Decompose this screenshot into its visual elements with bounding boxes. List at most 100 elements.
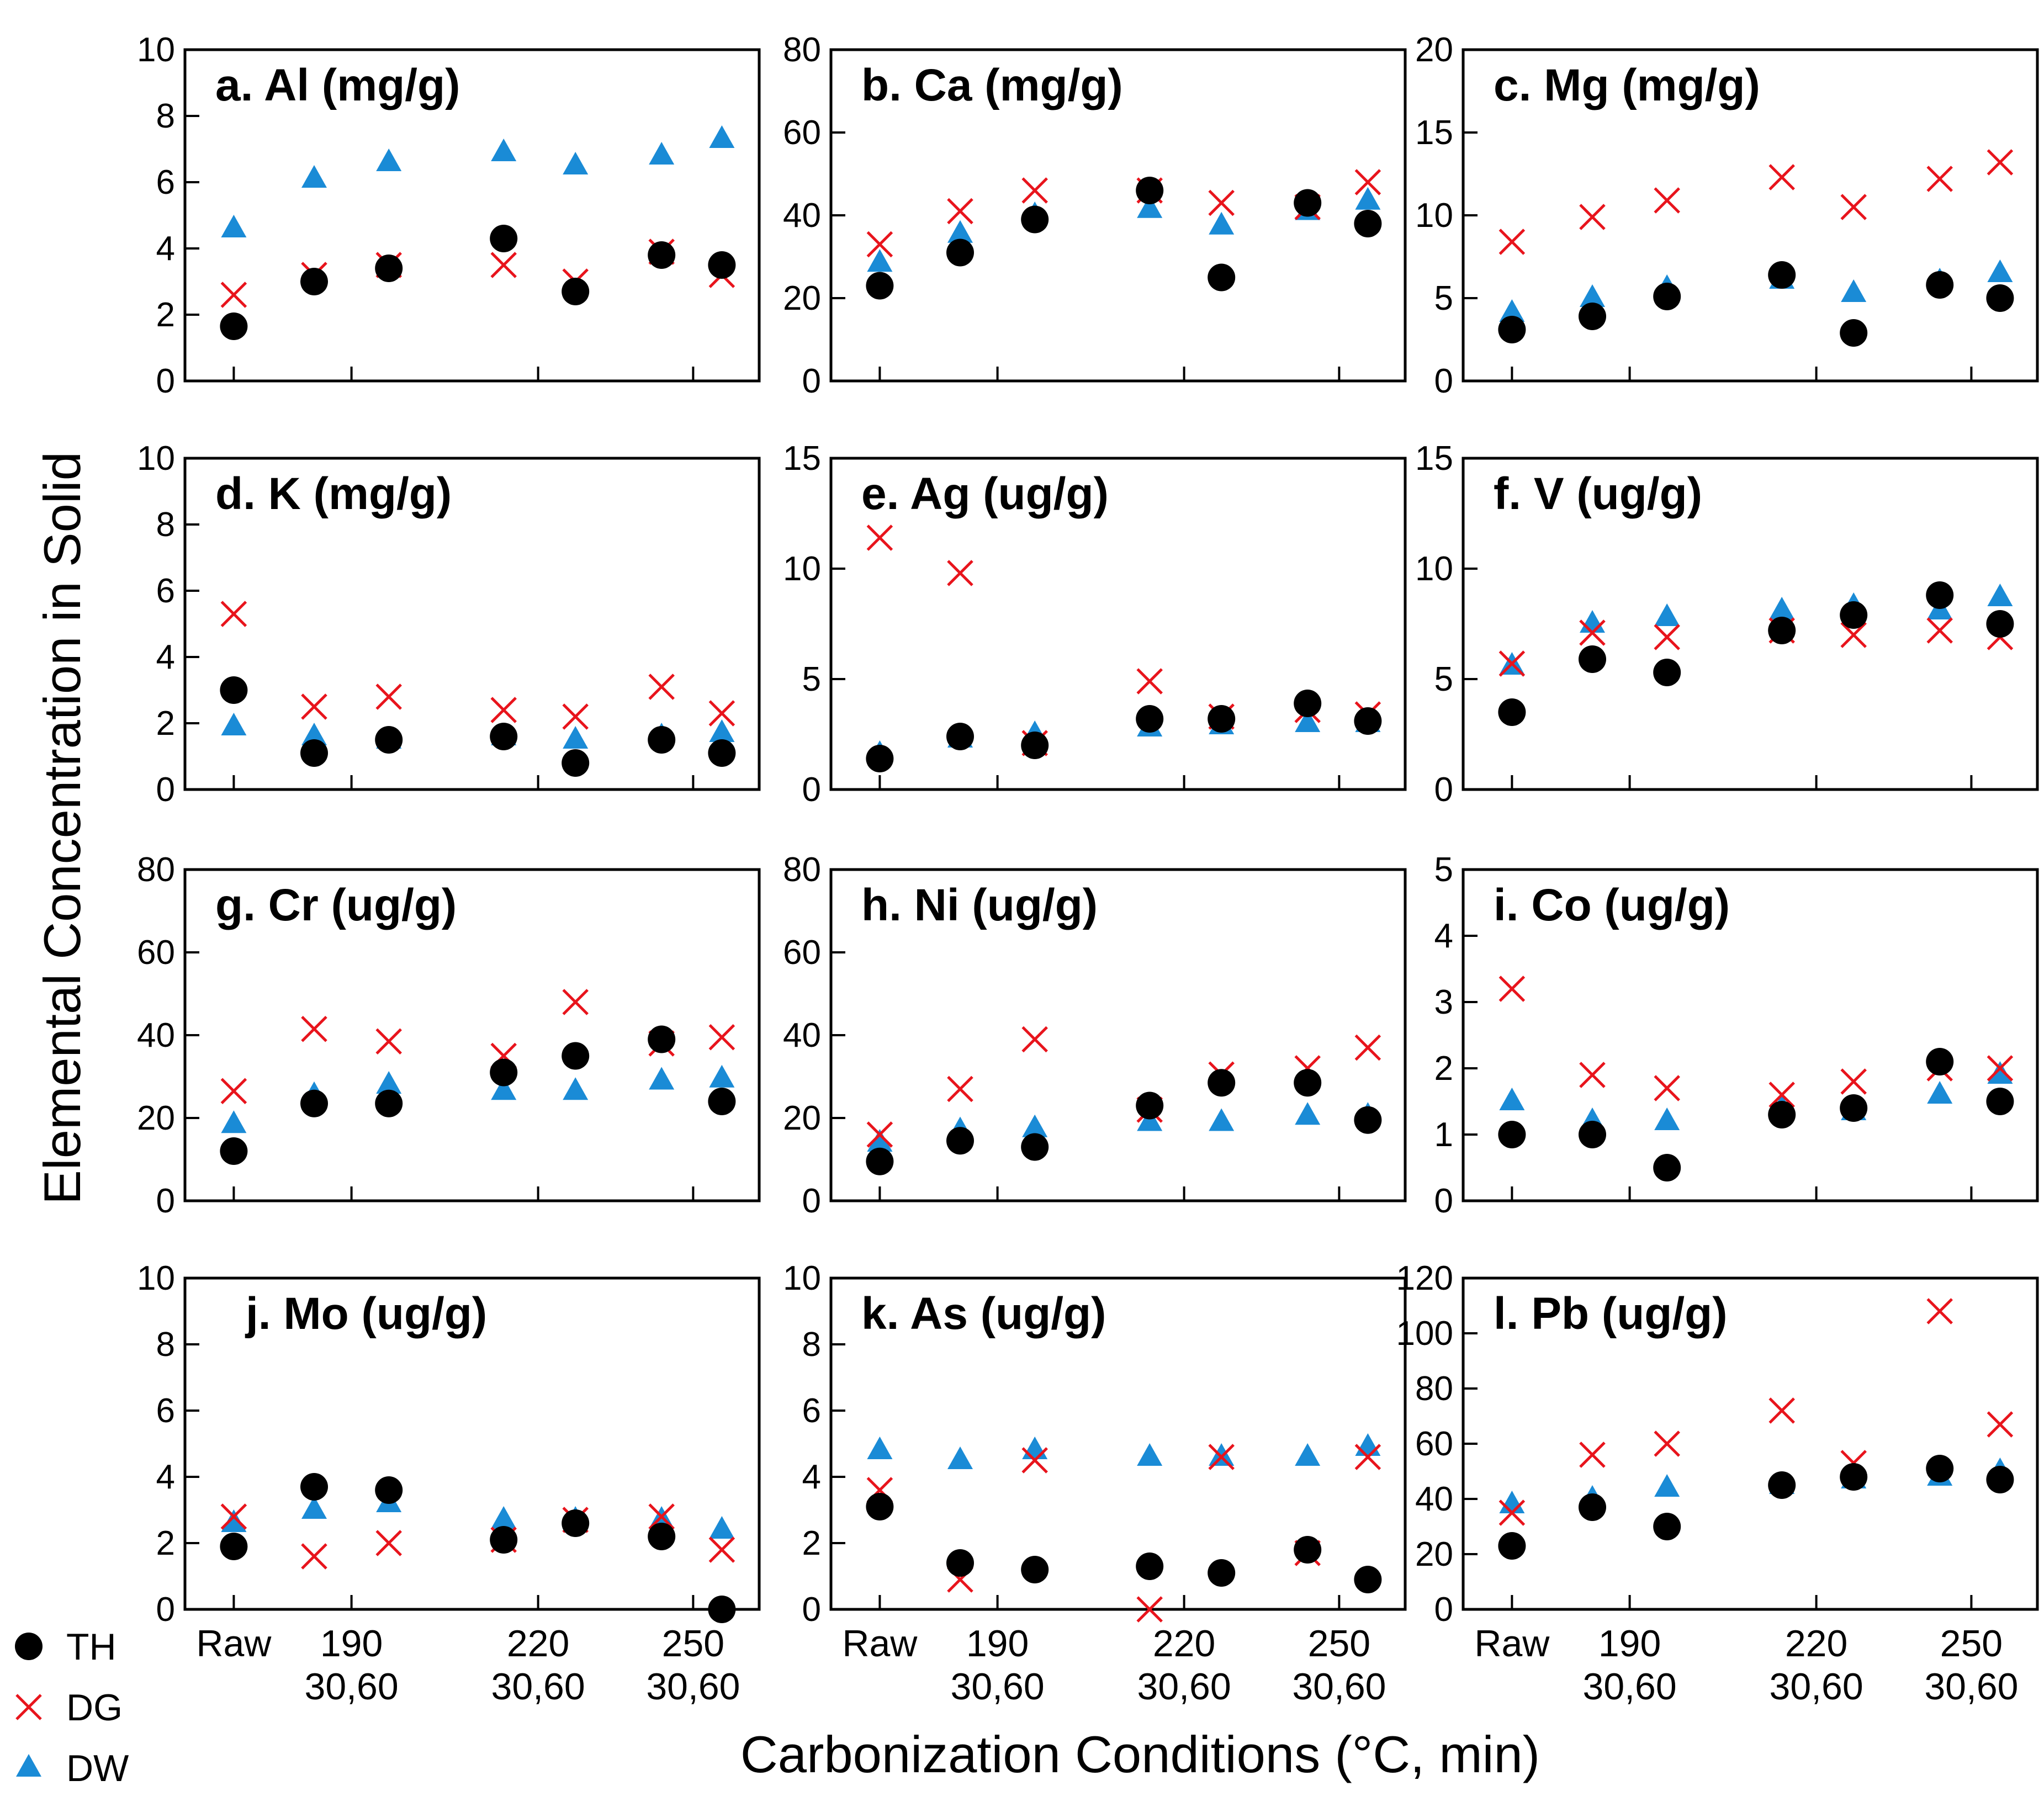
x-category-sublabel: 30,60 <box>305 1666 399 1708</box>
marker-dg <box>866 524 893 551</box>
marker-dw <box>1295 1102 1321 1125</box>
panel-title: e. Ag (ug/g) <box>861 469 1109 519</box>
marker-th <box>1294 690 1322 717</box>
marker-dw <box>376 149 402 171</box>
marker-th <box>490 1526 518 1554</box>
marker-th <box>1653 1513 1681 1540</box>
y-tick-label: 10 <box>1415 550 1453 588</box>
marker-dw <box>563 152 589 174</box>
y-tick-label: 20 <box>783 279 821 317</box>
marker-dw <box>1137 195 1163 218</box>
y-tick-label: 6 <box>156 572 175 610</box>
marker-dg <box>562 703 589 730</box>
marker-th <box>1986 1088 2014 1115</box>
marker-th <box>1579 645 1606 673</box>
marker-th <box>1926 1048 1954 1075</box>
marker-dg <box>301 1015 327 1042</box>
marker-dg <box>1987 149 2014 176</box>
panel-g: 0 20 40 60 80 g. Cr (ug/g) <box>137 851 761 1220</box>
y-tick-label: 4 <box>802 1458 821 1496</box>
y-tick-label: 40 <box>783 1016 821 1054</box>
marker-dg <box>1579 204 1606 230</box>
marker-th <box>1926 271 1954 299</box>
marker-dw <box>563 726 589 749</box>
marker-th <box>300 1473 328 1501</box>
marker-th <box>866 745 894 772</box>
marker-dg <box>1654 187 1680 214</box>
marker-dw <box>1022 1114 1048 1137</box>
panel-title: a. Al (mg/g) <box>215 60 460 110</box>
marker-dw <box>301 1496 327 1519</box>
marker-dw <box>1769 597 1795 619</box>
x-category-sublabel: 30,60 <box>1924 1666 2018 1708</box>
marker-dg <box>1208 1444 1235 1470</box>
marker-th <box>375 726 403 754</box>
marker-dw <box>1927 1081 1953 1104</box>
x-category-label: 190 <box>966 1623 1029 1665</box>
marker-dw <box>1209 211 1235 235</box>
marker-dg <box>1840 1068 1867 1095</box>
y-tick-label: 15 <box>1415 114 1453 152</box>
x-category-label: Raw <box>1474 1623 1550 1665</box>
marker-th <box>1354 210 1382 237</box>
panel-b: 0 20 40 60 80 b. Ca (mg/g) <box>783 31 1407 400</box>
marker-dg <box>1136 1596 1163 1623</box>
plot-frame <box>1461 1276 2039 1611</box>
y-tick-label: 20 <box>783 1099 821 1137</box>
marker-th <box>1840 1094 1868 1122</box>
legend-marker-dw <box>16 1754 41 1777</box>
marker-dg <box>1021 1447 1048 1474</box>
marker-dw <box>709 1064 735 1088</box>
marker-dw <box>491 139 517 161</box>
marker-dw <box>221 1110 247 1133</box>
marker-th <box>1354 1106 1382 1134</box>
marker-th <box>866 272 894 300</box>
marker-dg <box>375 1530 402 1556</box>
y-tick-label: 80 <box>1415 1370 1453 1408</box>
y-tick-label: 15 <box>1415 439 1453 478</box>
marker-dw <box>1137 1443 1163 1466</box>
marker-th <box>300 1089 328 1117</box>
marker-dw <box>867 249 893 272</box>
marker-dg <box>1654 1075 1680 1101</box>
marker-th <box>1498 1532 1526 1560</box>
y-tick-label: 80 <box>783 851 821 889</box>
marker-dg <box>947 198 973 225</box>
y-tick-label: 0 <box>1434 362 1453 400</box>
marker-dg <box>1498 650 1526 677</box>
y-tick-label: 20 <box>1415 31 1453 69</box>
marker-dg <box>1768 1082 1795 1108</box>
marker-dw <box>1499 299 1525 322</box>
panel-title: k. As (ug/g) <box>861 1289 1106 1339</box>
marker-dg <box>301 1543 327 1570</box>
marker-dg <box>1579 1442 1606 1468</box>
marker-dw <box>1137 1108 1163 1131</box>
marker-dg <box>1926 1298 1953 1324</box>
marker-th <box>490 225 518 252</box>
y-tick-label: 2 <box>1434 1050 1453 1088</box>
marker-th <box>375 255 403 282</box>
marker-th <box>490 723 518 750</box>
legend-item-dg: DG <box>15 1687 123 1729</box>
marker-th <box>220 1533 248 1560</box>
marker-dg <box>1654 1430 1680 1457</box>
marker-dg <box>375 1028 402 1055</box>
y-tick-label: 100 <box>1396 1315 1453 1353</box>
y-tick-label: 0 <box>802 771 821 809</box>
x-category-label: Raw <box>842 1623 918 1665</box>
legend-item-th: TH <box>15 1626 117 1668</box>
marker-th <box>648 241 676 269</box>
plot-frame <box>1461 48 2039 383</box>
marker-th <box>375 1089 403 1117</box>
marker-th <box>1294 189 1322 217</box>
marker-th <box>708 251 736 279</box>
marker-th <box>1768 261 1796 289</box>
marker-th <box>1926 1455 1954 1482</box>
marker-dw <box>649 142 675 165</box>
marker-dw <box>221 215 247 237</box>
marker-th <box>1136 1091 1164 1120</box>
y-tick-label: 0 <box>802 1591 821 1629</box>
panel-i: 0 1 2 3 4 5 i. Co (ug/g) <box>1434 851 2039 1220</box>
